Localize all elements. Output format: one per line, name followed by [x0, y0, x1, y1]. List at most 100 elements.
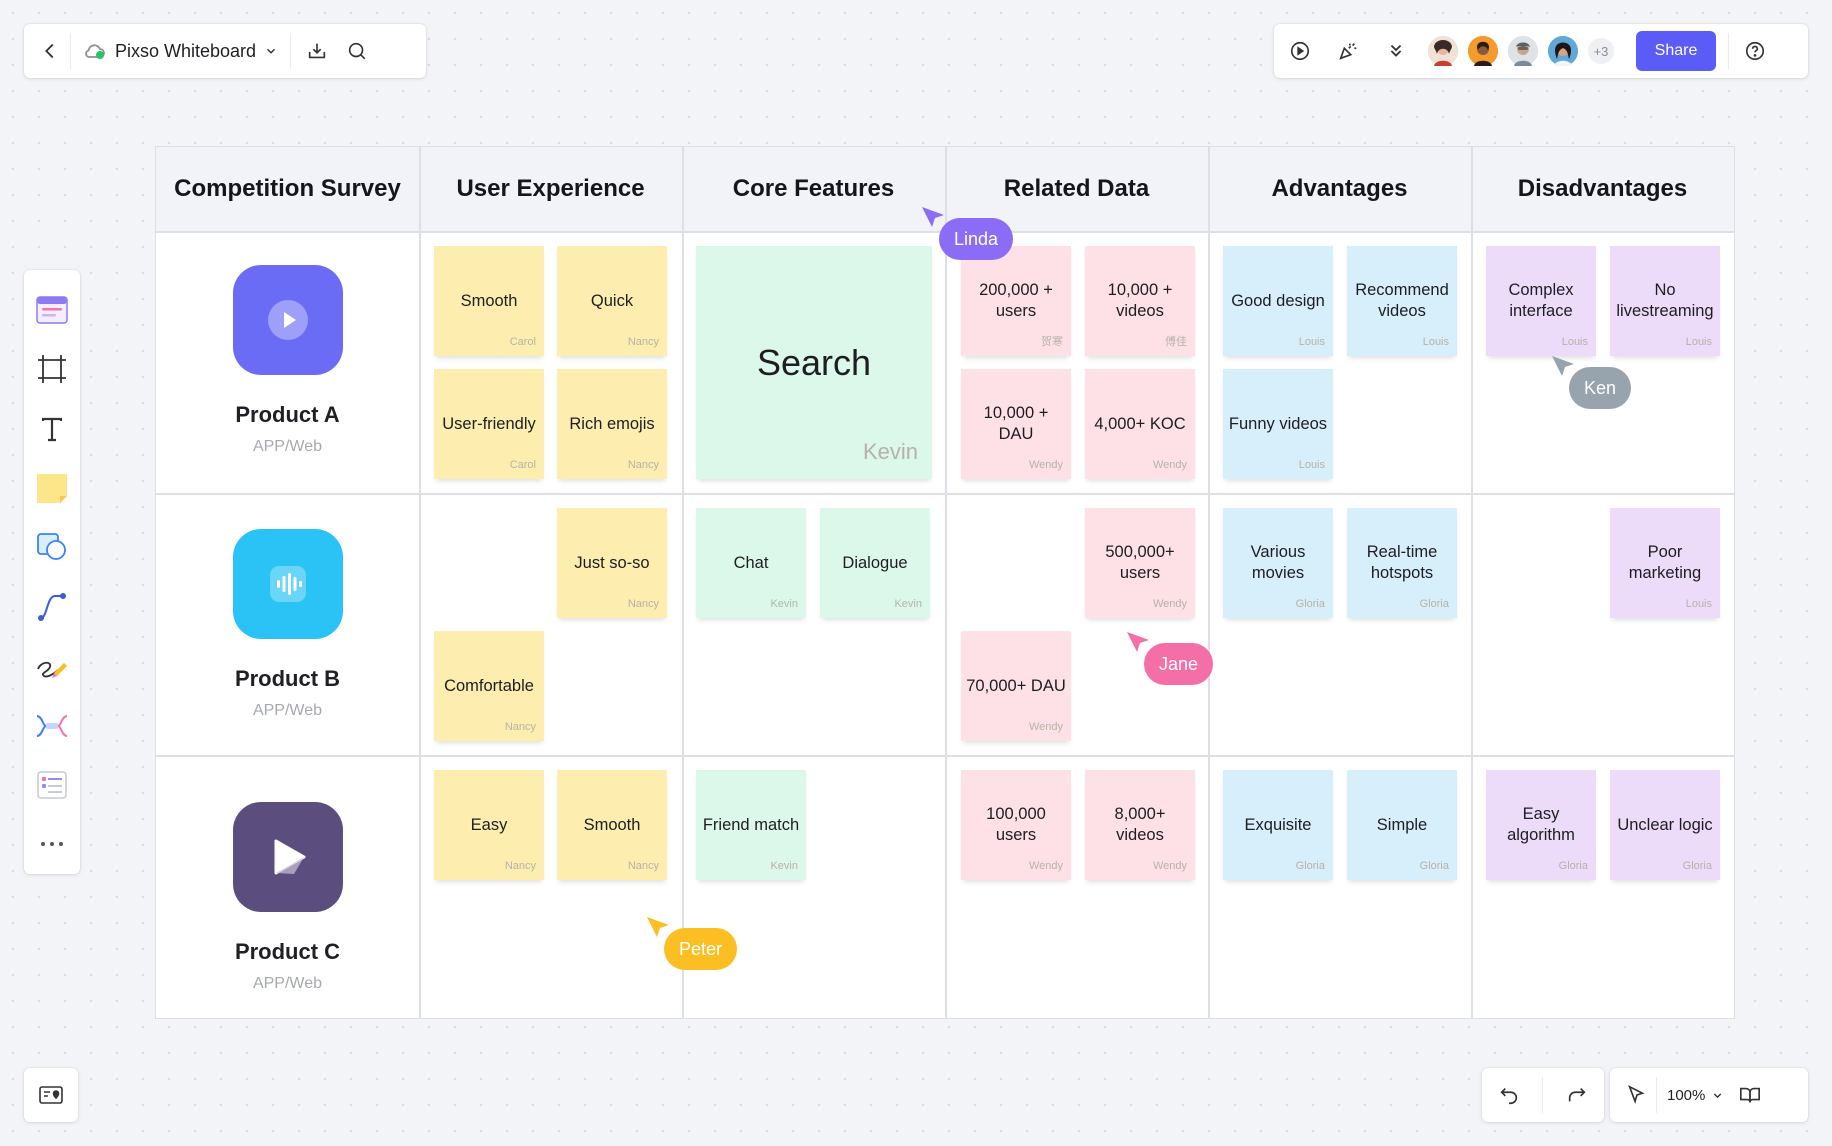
sticky-note[interactable]: Chat Kevin — [696, 508, 806, 618]
cursor-arrow-icon — [922, 207, 944, 227]
connector-tool[interactable] — [28, 577, 76, 636]
sticky-note[interactable]: Comfortable Nancy — [434, 631, 544, 741]
help-button[interactable] — [1735, 31, 1775, 71]
celebrate-button[interactable] — [1328, 31, 1368, 71]
sticky-note[interactable]: 200,000 + users 贺寒 — [961, 246, 1071, 356]
sticky-note[interactable]: Smooth Nancy — [557, 770, 667, 880]
present-button[interactable] — [1280, 31, 1320, 71]
template-tool[interactable] — [28, 280, 76, 339]
column-header[interactable]: Competition Survey — [174, 175, 401, 202]
sticky-note[interactable]: Funny videos Louis — [1223, 369, 1333, 479]
collab-toolbar: +3 Share — [1274, 24, 1808, 78]
download-button[interactable] — [297, 31, 337, 71]
sticky-note[interactable]: Exquisite Gloria — [1223, 770, 1333, 880]
sticky-note[interactable]: 4,000+ KOC Wendy — [1085, 369, 1195, 479]
mindmap-tool[interactable] — [28, 696, 76, 755]
sticky-note[interactable]: Good design Louis — [1223, 246, 1333, 356]
cursor-name-tag: Linda — [939, 218, 1014, 260]
avatar[interactable] — [1506, 34, 1540, 68]
note-text: 100,000 users — [986, 805, 1046, 844]
sticky-note[interactable]: 70,000+ DAU Wendy — [961, 631, 1071, 741]
sticky-note[interactable]: 500,000+ users Wendy — [1085, 508, 1195, 618]
frame-tool[interactable] — [28, 339, 76, 398]
sticky-note[interactable]: Dialogue Kevin — [820, 508, 930, 618]
note-author: Wendy — [1028, 860, 1063, 873]
note-author: Kevin — [862, 438, 918, 464]
sticky-note[interactable]: Friend match Kevin — [696, 770, 806, 880]
note-text: Just so-so — [574, 553, 650, 572]
divider — [1728, 33, 1729, 69]
shape-tool[interactable] — [28, 518, 76, 577]
sticky-note[interactable]: Various movies Gloria — [1223, 508, 1333, 618]
avatar[interactable] — [1546, 34, 1580, 68]
undo-button[interactable] — [1489, 1075, 1529, 1115]
sticky-note[interactable]: User-friendly Carol — [434, 369, 544, 479]
file-title-menu[interactable]: Pixso Whiteboard — [71, 31, 290, 71]
play-circle-icon — [1290, 41, 1310, 61]
sticky-note[interactable]: Recommend videos Louis — [1347, 246, 1457, 356]
note-text: 500,000+ users — [1105, 543, 1175, 582]
share-button[interactable]: Share — [1636, 31, 1716, 71]
text-tool[interactable] — [28, 399, 76, 458]
sticky-note[interactable]: Quick Nancy — [557, 246, 667, 356]
avatar[interactable] — [1466, 34, 1500, 68]
sticky-note[interactable]: Unclear logic Gloria — [1610, 770, 1720, 880]
sticky-note-tool[interactable] — [28, 458, 76, 517]
redo-button[interactable] — [1557, 1075, 1597, 1115]
chevron-down-icon — [1714, 1092, 1722, 1098]
sticky-note[interactable]: Easy algorithm Gloria — [1486, 770, 1596, 880]
product-card[interactable]: Product C APP/Web — [156, 802, 419, 993]
sticky-note[interactable]: Smooth Carol — [434, 246, 544, 356]
sticky-note[interactable]: Easy Nancy — [434, 770, 544, 880]
sticky-note[interactable]: Just so-so Nancy — [557, 508, 667, 618]
minimap-button[interactable] — [24, 1068, 78, 1122]
note-text: Easy — [470, 815, 508, 834]
note-text: Search — [756, 342, 872, 383]
product-name: Product B — [234, 666, 341, 691]
sticky-note[interactable]: Rich emojis Nancy — [557, 369, 667, 479]
sticky-note[interactable]: Complex interface Louis — [1486, 246, 1596, 356]
pen-scribble-icon — [37, 661, 67, 679]
table-tool[interactable] — [28, 755, 76, 814]
sticky-note[interactable]: Real-time hotspots Gloria — [1347, 508, 1457, 618]
product-card[interactable]: Product A APP/Web — [156, 265, 419, 456]
sticky-note[interactable]: Simple Gloria — [1347, 770, 1457, 880]
column-divider — [419, 147, 421, 1018]
zoom-dropdown[interactable]: 100% — [1657, 1087, 1730, 1104]
note-author: Carol — [509, 459, 536, 472]
connector-icon — [38, 592, 66, 621]
file-toolbar: Pixso Whiteboard — [24, 24, 426, 78]
column-header[interactable]: Advantages — [1271, 175, 1408, 202]
sticky-note[interactable]: Search Kevin — [696, 246, 932, 479]
sticky-note[interactable]: 8,000+ videos Wendy — [1085, 770, 1195, 880]
chevron-down-icon — [267, 48, 276, 54]
product-card[interactable]: Product B APP/Web — [156, 529, 419, 720]
sticky-note[interactable]: 10,000 + videos 傅佳 — [1085, 246, 1195, 356]
row-divider — [156, 493, 1734, 495]
note-text: Various movies — [1250, 543, 1306, 582]
more-tools-button[interactable] — [28, 815, 76, 874]
product-name: Product C — [234, 939, 341, 964]
select-tool-button[interactable] — [1616, 1075, 1656, 1115]
pen-tool[interactable] — [28, 636, 76, 695]
column-header[interactable]: Core Features — [732, 175, 895, 202]
note-author: Wendy — [1028, 459, 1063, 472]
sticky-note[interactable]: Poor marketing Louis — [1610, 508, 1720, 618]
sticky-note[interactable]: 10,000 + DAU Wendy — [961, 369, 1071, 479]
column-header[interactable]: User Experience — [456, 175, 645, 202]
column-header[interactable]: Related Data — [1003, 175, 1150, 202]
collapse-button[interactable] — [1376, 31, 1416, 71]
sticky-note[interactable]: 100,000 users Wendy — [961, 770, 1071, 880]
sticky-note[interactable]: No livestreaming Louis — [1610, 246, 1720, 356]
avatar[interactable] — [1426, 34, 1460, 68]
more-collaborators-badge[interactable]: +3 — [1586, 36, 1616, 66]
column-header[interactable]: Disadvantages — [1517, 175, 1688, 202]
back-button[interactable] — [30, 31, 70, 71]
divider — [70, 33, 71, 69]
note-author: Carol — [509, 336, 536, 349]
map-view-button[interactable] — [1730, 1075, 1770, 1115]
note-author: Nancy — [627, 336, 659, 349]
search-button[interactable] — [337, 31, 377, 71]
note-text: Exquisite — [1244, 815, 1312, 834]
note-author: Nancy — [504, 721, 536, 734]
